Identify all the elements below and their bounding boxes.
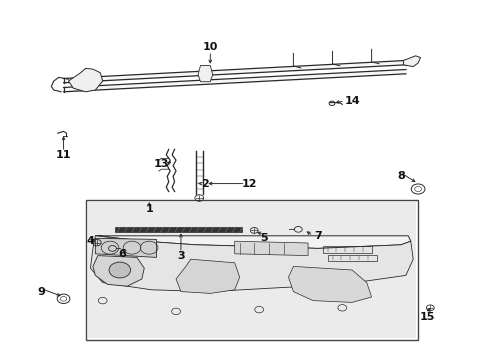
Text: 5: 5 (260, 233, 267, 243)
Circle shape (109, 262, 130, 278)
Text: 4: 4 (86, 236, 94, 246)
Polygon shape (288, 266, 371, 302)
Polygon shape (403, 56, 420, 67)
Bar (88, 202, 415, 338)
Polygon shape (90, 236, 412, 292)
Text: 10: 10 (202, 42, 218, 52)
Text: 6: 6 (118, 249, 126, 259)
Text: 8: 8 (396, 171, 404, 181)
Bar (327, 255, 376, 261)
Bar (322, 246, 371, 253)
Polygon shape (198, 66, 212, 82)
Polygon shape (68, 68, 102, 92)
Text: 1: 1 (145, 204, 153, 214)
Text: 3: 3 (177, 251, 184, 261)
Polygon shape (95, 238, 156, 257)
Polygon shape (93, 256, 144, 286)
Text: 7: 7 (313, 231, 321, 241)
Bar (85, 200, 417, 340)
Text: 2: 2 (201, 179, 209, 189)
Polygon shape (234, 241, 307, 256)
Text: 12: 12 (241, 179, 257, 189)
Text: 9: 9 (38, 287, 45, 297)
Text: 14: 14 (344, 96, 359, 106)
Text: 13: 13 (153, 159, 169, 169)
Text: 15: 15 (419, 312, 435, 322)
Polygon shape (95, 236, 410, 248)
Polygon shape (176, 259, 239, 293)
Text: 11: 11 (56, 150, 71, 160)
Polygon shape (115, 227, 242, 232)
